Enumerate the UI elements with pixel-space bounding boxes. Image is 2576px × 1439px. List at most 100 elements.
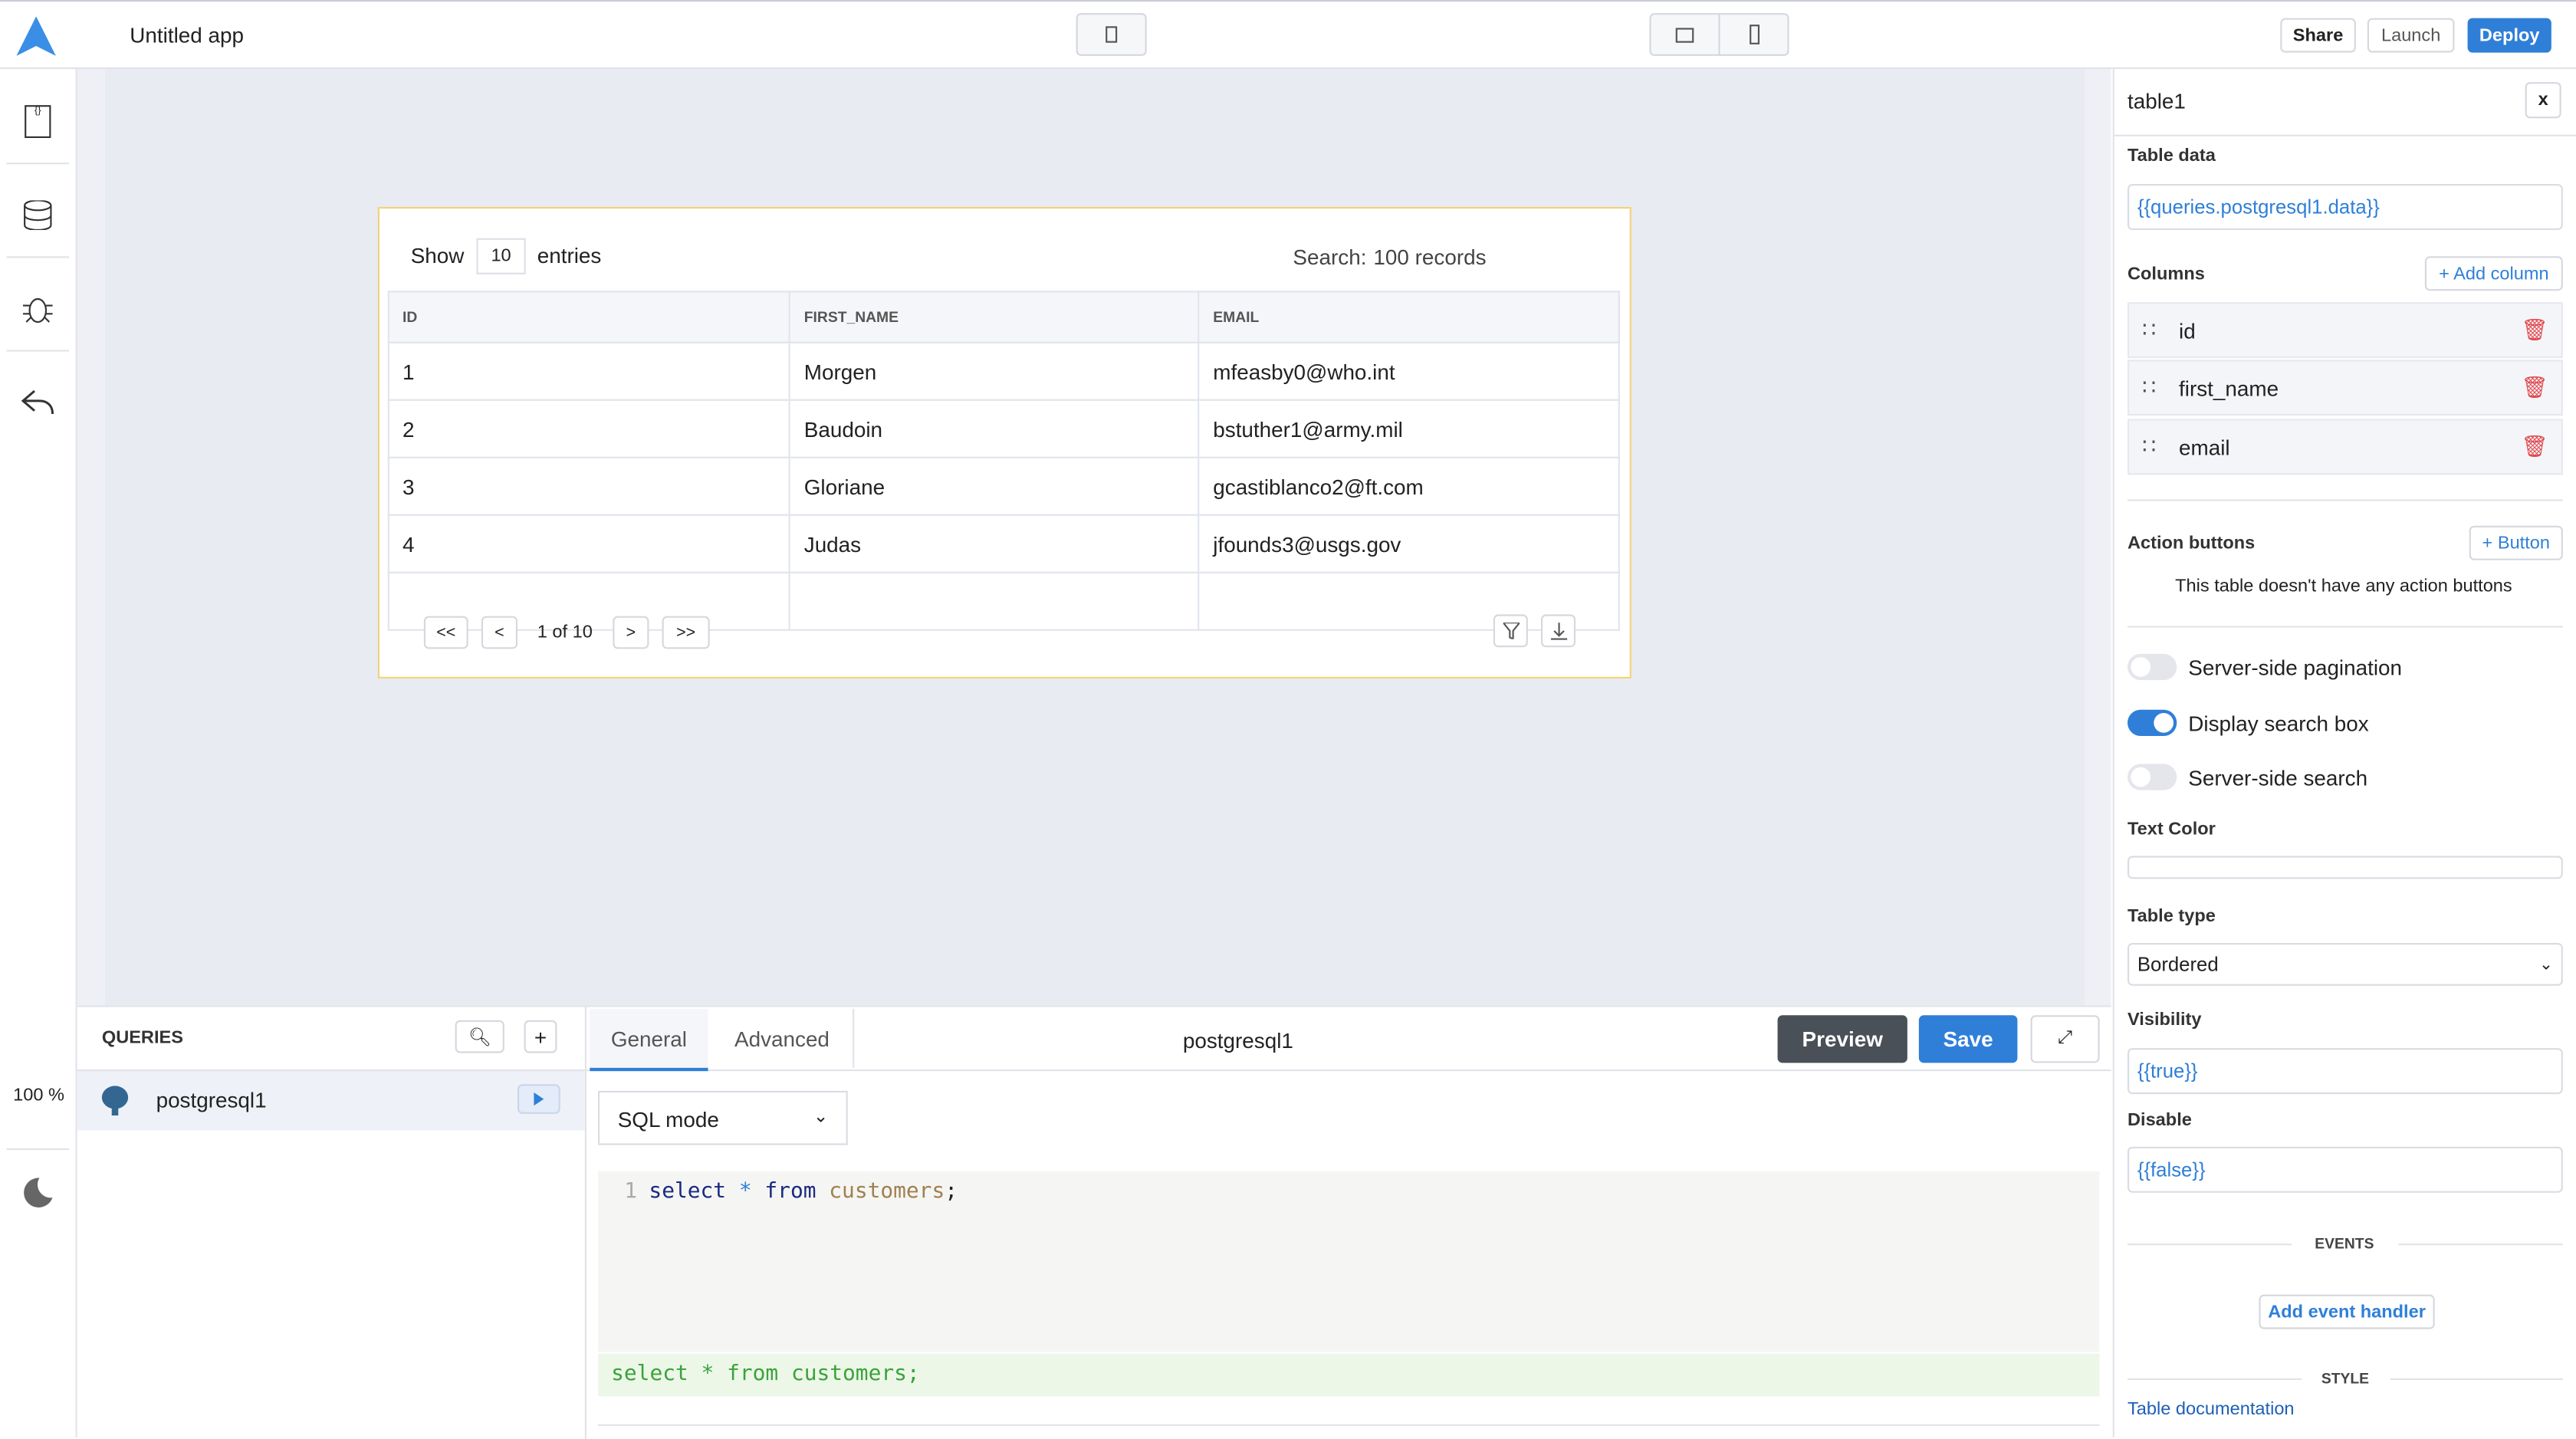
table-row-partial xyxy=(387,571,1620,631)
desktop-view-button[interactable] xyxy=(1649,13,1720,56)
visibility-input[interactable]: {{true}} xyxy=(2128,1048,2563,1095)
code-line: select * from customers; xyxy=(649,1179,958,1204)
disable-input[interactable]: {{false}} xyxy=(2128,1146,2563,1193)
undo-icon[interactable] xyxy=(20,388,56,418)
prev-page-button[interactable]: < xyxy=(481,616,518,649)
launch-button[interactable]: Launch xyxy=(2367,18,2455,53)
toggle-label: Display search box xyxy=(2188,711,2369,737)
component-name[interactable]: table1 xyxy=(2128,88,2186,113)
plus-icon: + xyxy=(534,1024,547,1050)
server-side-search-toggle[interactable] xyxy=(2128,764,2177,790)
query-title: postgresql1 xyxy=(1182,1028,1293,1053)
bug-icon[interactable] xyxy=(21,292,54,325)
search-input[interactable]: 100 records xyxy=(1373,245,1487,270)
left-sidebar: {} 100 % xyxy=(0,69,77,1438)
entries-label: entries xyxy=(537,243,602,268)
column-header-email[interactable]: EMAIL xyxy=(1198,291,1620,343)
entries-select[interactable]: 10 xyxy=(476,238,526,274)
drag-handle-icon[interactable]: ∷ xyxy=(2142,433,2157,458)
disable-label: Disable xyxy=(2128,1110,2192,1131)
table-data-input[interactable]: {{queries.postgresql1.data}} xyxy=(2128,184,2563,231)
preview-button[interactable]: Preview xyxy=(1777,1015,1907,1063)
queries-panel: QUERIES 🔍︎ + postgresql1 xyxy=(77,1005,587,1439)
layout-toggle-button[interactable] xyxy=(1076,13,1147,56)
drag-handle-icon[interactable]: ∷ xyxy=(2142,374,2157,399)
data-table: ID FIRST_NAME EMAIL 1 Morgen mfeasby0@who.… xyxy=(387,291,1620,631)
add-column-button[interactable]: + Add column xyxy=(2424,256,2563,291)
mode-select[interactable]: SQL mode ⌄ xyxy=(598,1090,848,1145)
cell-email: bstuther1@army.mil xyxy=(1198,399,1620,458)
queries-title: QUERIES xyxy=(101,1028,183,1049)
database-icon[interactable] xyxy=(23,200,53,231)
deploy-button[interactable]: Deploy xyxy=(2467,18,2551,53)
run-query-button[interactable] xyxy=(518,1084,560,1114)
filter-button[interactable] xyxy=(1493,614,1528,648)
column-header-first-name[interactable]: FIRST_NAME xyxy=(789,291,1201,343)
logo-icon[interactable] xyxy=(13,16,59,56)
trash-icon[interactable]: 🗑︎ xyxy=(2521,374,2548,399)
table-data-label: Table data xyxy=(2128,146,2216,166)
table-type-value: Bordered xyxy=(2137,952,2219,976)
query-editor: General Advanced postgresql1 Preview Sav… xyxy=(586,1005,2111,1439)
inspector-panel: table1 x Table data {{queries.postgresql… xyxy=(2112,69,2576,1438)
style-header: STYLE xyxy=(2321,1370,2370,1387)
cell-email: gcastiblanco2@ft.com xyxy=(1198,456,1620,516)
json-file-icon[interactable]: {} xyxy=(25,105,51,139)
play-icon xyxy=(534,1092,544,1106)
cell-first-name: Baudoin xyxy=(789,399,1201,458)
no-action-buttons-text: This table doesn't have any action butto… xyxy=(2175,577,2512,596)
tab-general[interactable]: General xyxy=(590,1008,708,1072)
column-item-id[interactable]: ∷ id 🗑︎ xyxy=(2128,302,2563,359)
cell-id: 2 xyxy=(387,399,791,458)
table-widget[interactable]: Show 10 entries Search: 100 records ID F… xyxy=(377,207,1631,679)
table-row[interactable]: 4 Judas jfounds3@usgs.gov xyxy=(387,514,1620,573)
trash-icon[interactable]: 🗑︎ xyxy=(2521,433,2548,458)
code-editor[interactable]: 1 select * from customers; xyxy=(598,1171,2100,1352)
table-type-select[interactable]: Bordered ⌄ xyxy=(2128,943,2563,986)
table-row[interactable]: 1 Morgen mfeasby0@who.int xyxy=(387,341,1620,401)
last-page-button[interactable]: >> xyxy=(662,616,710,649)
desktop-icon xyxy=(1675,27,1694,42)
trash-icon[interactable]: 🗑︎ xyxy=(2521,317,2548,342)
server-side-pagination-toggle[interactable] xyxy=(2128,653,2177,681)
column-item-first-name[interactable]: ∷ first_name 🗑︎ xyxy=(2128,360,2563,416)
first-page-button[interactable]: << xyxy=(423,616,468,649)
add-event-handler-button[interactable]: Add event handler xyxy=(2259,1294,2435,1329)
expand-button[interactable]: ⤢ xyxy=(2030,1015,2100,1063)
chevron-down-icon: ⌄ xyxy=(813,1107,829,1128)
text-color-input[interactable] xyxy=(2128,856,2563,879)
chevron-down-icon: ⌄ xyxy=(2539,955,2554,974)
table-documentation-link[interactable]: Table documentation xyxy=(2128,1399,2295,1420)
dark-mode-moon-icon[interactable] xyxy=(20,1175,56,1211)
show-label: Show xyxy=(410,243,465,268)
add-action-button[interactable]: + Button xyxy=(2469,525,2563,560)
app-title[interactable]: Untitled app xyxy=(130,23,244,48)
search-icon: 🔍︎ xyxy=(468,1027,491,1048)
column-name: email xyxy=(2179,434,2230,459)
page-indicator: 1 of 10 xyxy=(537,623,593,642)
visibility-label: Visibility xyxy=(2128,1010,2202,1030)
filter-icon xyxy=(1502,623,1520,639)
column-item-email[interactable]: ∷ email 🗑︎ xyxy=(2128,419,2563,475)
search-queries-button[interactable]: 🔍︎ xyxy=(455,1020,504,1053)
mobile-view-button[interactable] xyxy=(1718,13,1789,56)
save-button[interactable]: Save xyxy=(1918,1015,2018,1063)
events-header: EVENTS xyxy=(2315,1235,2374,1252)
column-header-id[interactable]: ID xyxy=(387,291,791,343)
table-row[interactable]: 2 Baudoin bstuther1@army.mil xyxy=(387,399,1620,458)
display-search-box-toggle[interactable] xyxy=(2128,709,2177,737)
query-preview: select * from customers; xyxy=(598,1353,2100,1397)
drag-handle-icon[interactable]: ∷ xyxy=(2142,317,2157,342)
share-button[interactable]: Share xyxy=(2280,18,2356,53)
tab-advanced[interactable]: Advanced xyxy=(711,1008,855,1068)
next-page-button[interactable]: > xyxy=(613,616,649,649)
mode-value: SQL mode xyxy=(617,1107,719,1132)
download-button[interactable] xyxy=(1541,614,1576,648)
cell-first-name: Morgen xyxy=(789,341,1201,401)
query-item-postgresql1[interactable]: postgresql1 xyxy=(77,1069,585,1131)
close-inspector-button[interactable]: x xyxy=(2525,82,2561,119)
tablet-icon xyxy=(1106,26,1118,43)
zoom-level[interactable]: 100 % xyxy=(13,1086,65,1106)
add-query-button[interactable]: + xyxy=(524,1020,557,1053)
table-row[interactable]: 3 Gloriane gcastiblanco2@ft.com xyxy=(387,456,1620,516)
